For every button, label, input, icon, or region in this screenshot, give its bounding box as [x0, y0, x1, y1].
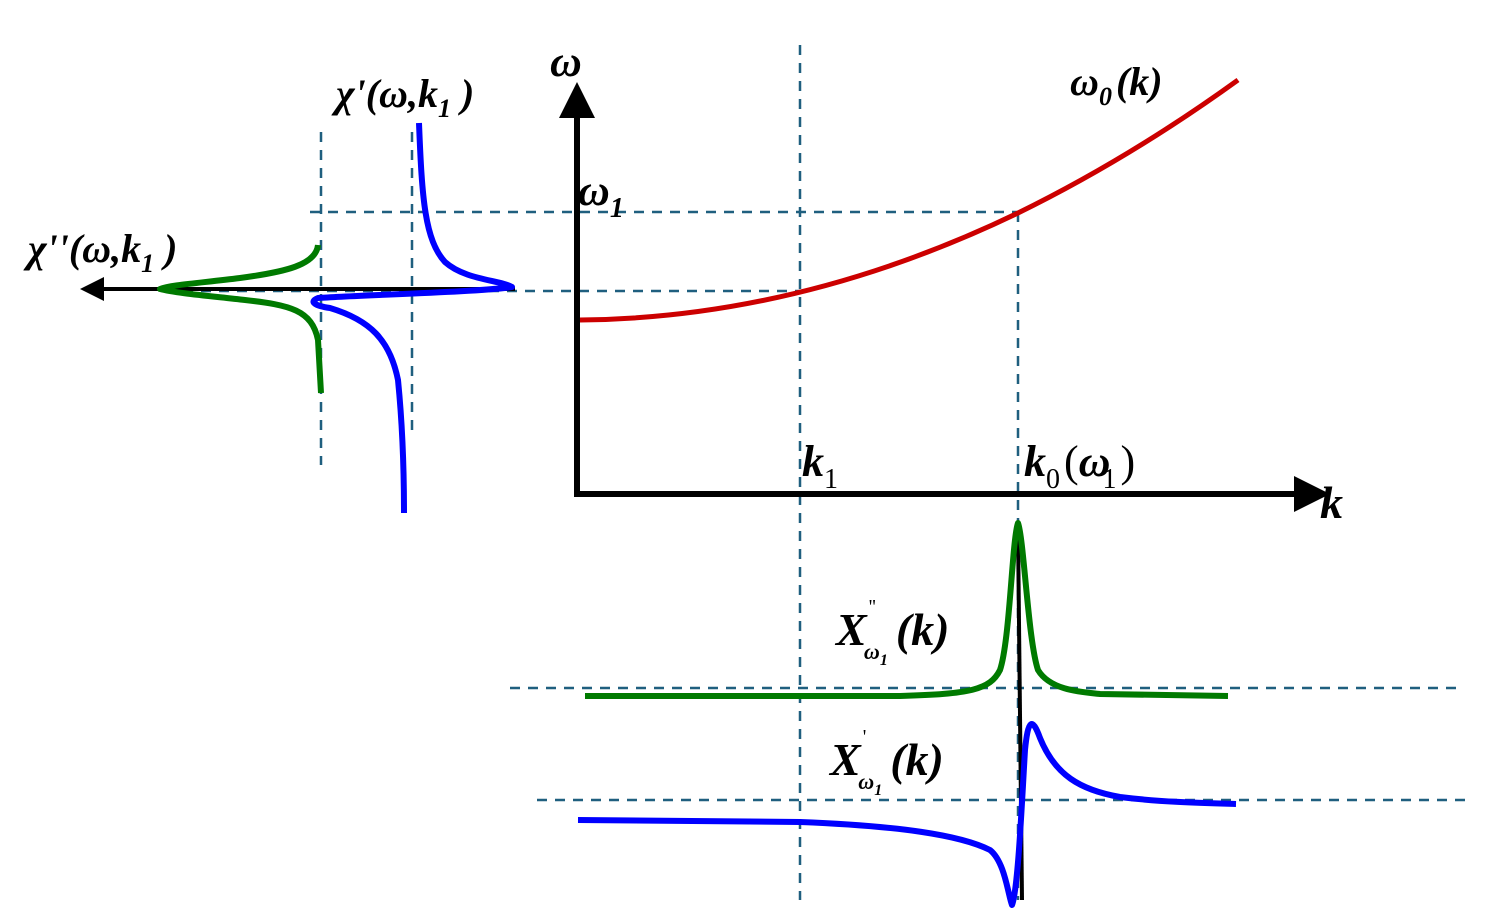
- omega0-label: ω0 (k): [1070, 59, 1163, 111]
- chi-real-curve: [310, 122, 515, 514]
- X-real-label: X ' ω1(k): [828, 726, 944, 799]
- k1-label: k1: [802, 437, 838, 495]
- dispersion-curve-omega0: [579, 77, 1240, 323]
- omega-axis-label: ω: [550, 37, 582, 86]
- k0-label: k0(ω1): [1024, 437, 1135, 495]
- omega1-label: ω1: [578, 166, 624, 224]
- X-imag-label: X '' ω1(k): [834, 596, 949, 669]
- chi-imag-curve: [157, 244, 324, 394]
- X-imag-curve: [585, 520, 1229, 699]
- chi-imag-label: χ''(ω,k1 ): [23, 226, 177, 278]
- k-axis-label: k: [1320, 477, 1343, 528]
- X-real-curve: [577, 721, 1237, 908]
- chi-real-label: χ'(ω,k1 ): [331, 71, 474, 123]
